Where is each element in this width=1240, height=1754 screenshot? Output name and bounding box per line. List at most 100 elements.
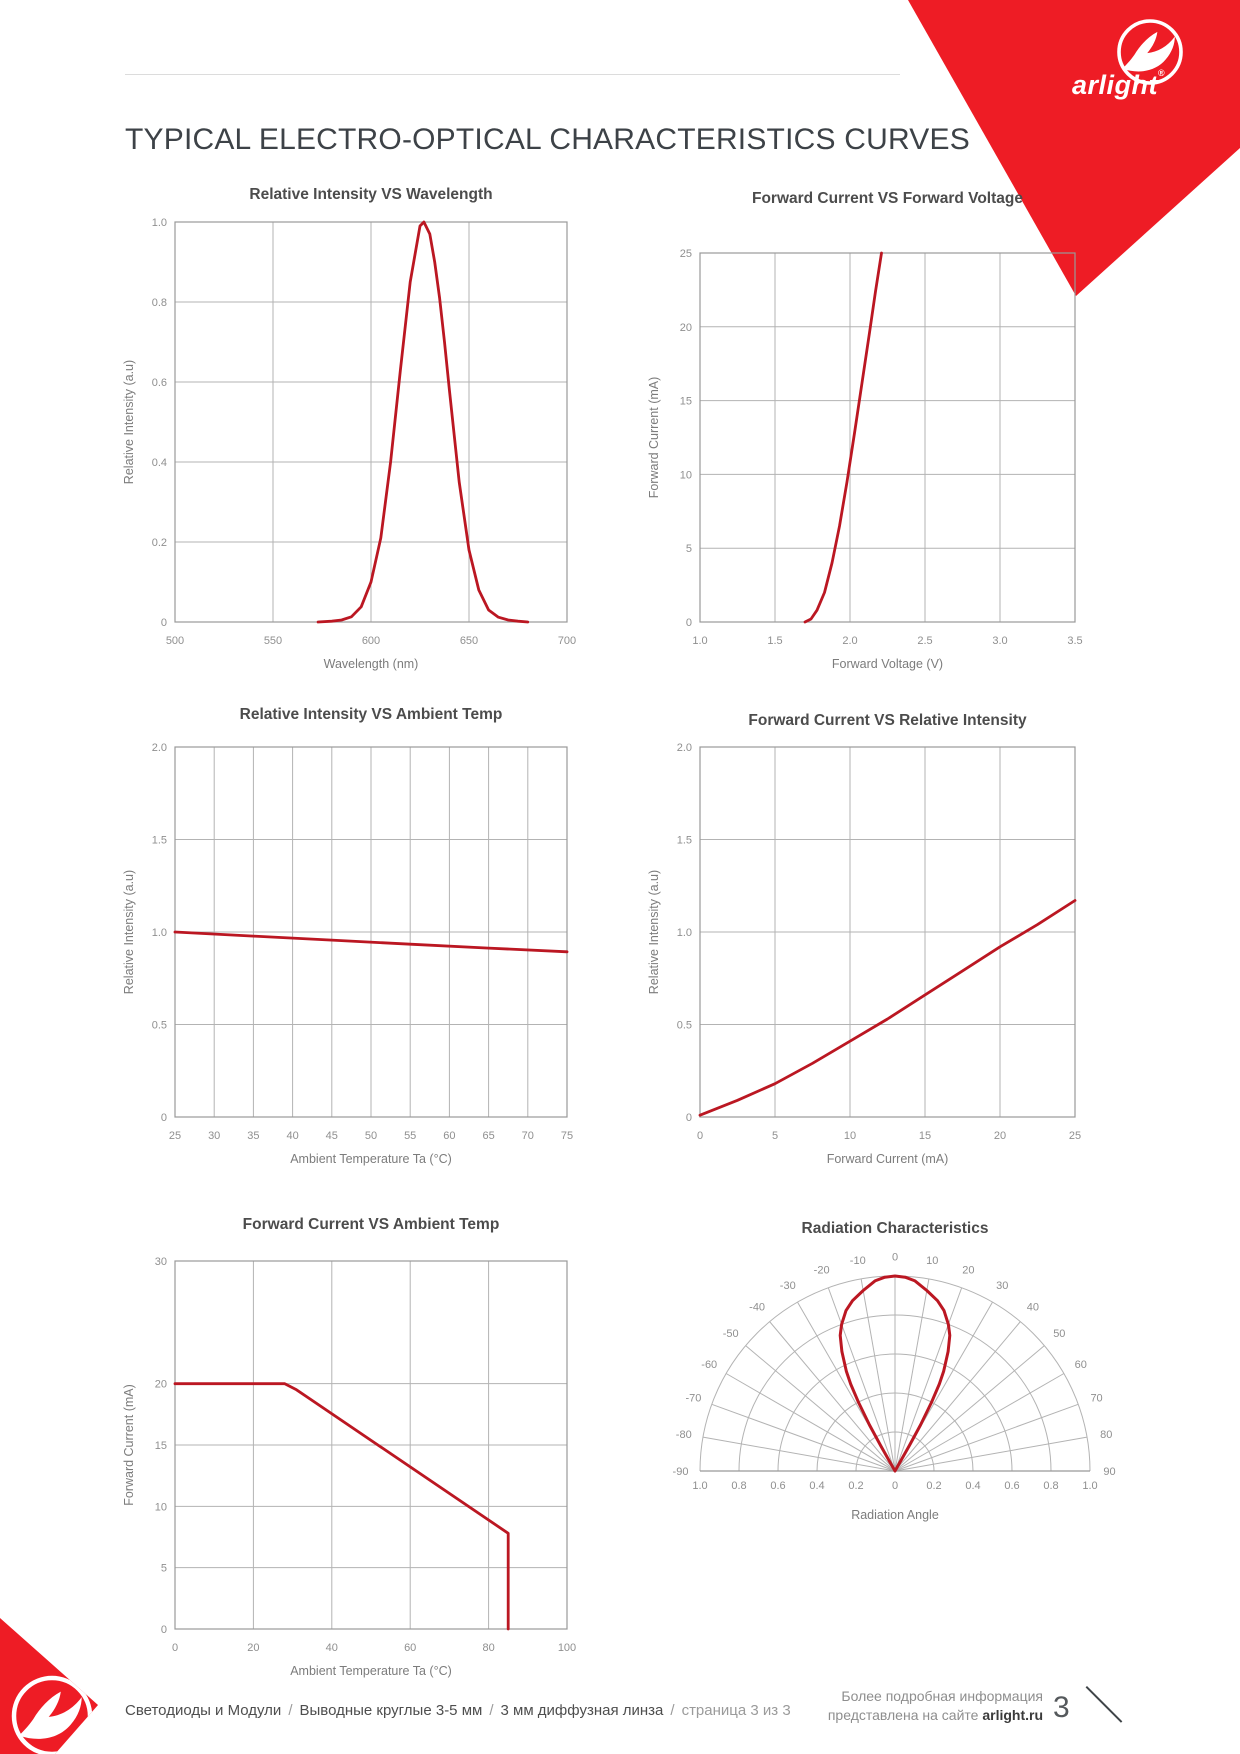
svg-text:-90: -90	[673, 1466, 689, 1478]
svg-text:-70: -70	[685, 1393, 701, 1405]
svg-text:2.0: 2.0	[677, 742, 692, 754]
chart-title: Radiation Characteristics	[801, 1220, 989, 1237]
svg-text:10: 10	[926, 1255, 938, 1267]
chart-2: 1.0 1.5 2.0 2.5 3.0 3.5 0 5 10 15 20 25 Forward Volt…	[647, 248, 1083, 671]
svg-text:3.0: 3.0	[992, 635, 1007, 647]
corner-ribbon	[0, 1618, 98, 1754]
breadcrumb-segment: 3 мм диффузная линза	[500, 1702, 664, 1719]
svg-text:40: 40	[326, 1642, 338, 1654]
svg-text:650: 650	[460, 635, 478, 647]
svg-text:5: 5	[161, 1563, 167, 1575]
svg-text:550: 550	[264, 635, 282, 647]
svg-text:0: 0	[892, 1252, 898, 1264]
svg-text:0: 0	[161, 1624, 167, 1636]
page-number: 3	[1053, 1691, 1070, 1724]
svg-text:1.0: 1.0	[692, 1480, 707, 1492]
svg-text:20: 20	[155, 1379, 167, 1391]
svg-text:1.0: 1.0	[152, 927, 167, 939]
svg-text:600: 600	[362, 635, 380, 647]
svg-text:45: 45	[326, 1130, 338, 1142]
arlight-site-link[interactable]: arlight.ru	[982, 1707, 1043, 1723]
svg-text:30: 30	[996, 1280, 1008, 1292]
svg-text:0.4: 0.4	[809, 1480, 824, 1492]
svg-text:0.8: 0.8	[1043, 1480, 1058, 1492]
svg-text:-60: -60	[701, 1359, 717, 1371]
breadcrumb-page-indicator: страница 3 из 3	[681, 1702, 791, 1719]
breadcrumb-separator: /	[288, 1702, 293, 1719]
svg-text:0: 0	[161, 1112, 167, 1124]
svg-text:0.4: 0.4	[152, 457, 167, 469]
svg-text:0.2: 0.2	[848, 1480, 863, 1492]
svg-text:Ambient Temperature Ta (°C): Ambient Temperature Ta (°C)	[290, 1152, 452, 1166]
svg-text:Wavelength (nm): Wavelength (nm)	[324, 657, 419, 671]
svg-text:0: 0	[686, 617, 692, 629]
svg-text:0.8: 0.8	[152, 297, 167, 309]
svg-text:80: 80	[1100, 1429, 1112, 1441]
ribbon-shape	[908, 0, 1240, 296]
svg-text:50: 50	[365, 1130, 377, 1142]
svg-text:0.5: 0.5	[152, 1020, 167, 1032]
svg-text:Ambient Temperature Ta (°C): Ambient Temperature Ta (°C)	[290, 1664, 452, 1678]
svg-text:-50: -50	[723, 1328, 739, 1340]
page-title: TYPICAL ELECTRO-OPTICAL CHARACTERISTICS …	[125, 123, 970, 157]
svg-text:35: 35	[247, 1130, 259, 1142]
svg-text:Relative Intensity (a.u): Relative Intensity (a.u)	[122, 870, 136, 994]
svg-text:15: 15	[919, 1130, 931, 1142]
footer-info-line1: Более подробная информация	[841, 1688, 1043, 1704]
svg-text:0: 0	[686, 1112, 692, 1124]
svg-text:65: 65	[482, 1130, 494, 1142]
svg-text:1.0: 1.0	[692, 635, 707, 647]
chart-3: 25 30 35 40 45 50 55 60 65 70 75 0 0.5 1.0 1.5 2.0 Ambie…	[122, 742, 573, 1166]
svg-text:1.5: 1.5	[677, 835, 692, 847]
svg-text:15: 15	[155, 1440, 167, 1452]
brand-ribbon	[908, 0, 1240, 296]
svg-text:Forward Current (mA): Forward Current (mA)	[827, 1152, 949, 1166]
svg-text:60: 60	[443, 1130, 455, 1142]
svg-text:-40: -40	[749, 1302, 765, 1314]
svg-text:Relative Intensity (a.u): Relative Intensity (a.u)	[647, 870, 661, 994]
svg-text:0.2: 0.2	[152, 537, 167, 549]
svg-text:-20: -20	[814, 1264, 830, 1276]
svg-text:0: 0	[697, 1130, 703, 1142]
svg-text:1.5: 1.5	[152, 835, 167, 847]
svg-text:2.5: 2.5	[917, 635, 932, 647]
svg-text:5: 5	[686, 543, 692, 555]
chart-6: -90 -80 -70 -60 -50 -40 -30 -20 -10 0 10 20 30 40 50 60…	[673, 1252, 1116, 1523]
chart-title: Relative Intensity VS Ambient Temp	[239, 706, 503, 723]
svg-text:30: 30	[155, 1256, 167, 1268]
svg-text:10: 10	[155, 1501, 167, 1513]
svg-text:90: 90	[1103, 1466, 1115, 1478]
svg-text:0.6: 0.6	[152, 377, 167, 389]
swoosh-icon	[19, 1691, 82, 1739]
svg-text:500: 500	[166, 635, 184, 647]
svg-text:75: 75	[561, 1130, 573, 1142]
svg-text:0.6: 0.6	[1004, 1480, 1019, 1492]
svg-text:100: 100	[558, 1642, 576, 1654]
svg-text:20: 20	[962, 1264, 974, 1276]
svg-text:-80: -80	[676, 1429, 692, 1441]
svg-text:-10: -10	[850, 1255, 866, 1267]
svg-text:60: 60	[404, 1642, 416, 1654]
breadcrumb-separator: /	[489, 1702, 494, 1719]
swoosh-icon	[1122, 31, 1175, 72]
arlight-logo-icon	[1117, 19, 1183, 85]
chart-title: Forward Current VS Forward Voltage	[751, 190, 1023, 207]
svg-text:10: 10	[680, 469, 692, 481]
brand-name: arlight®	[1072, 68, 1165, 101]
svg-text:30: 30	[208, 1130, 220, 1142]
svg-text:40: 40	[1027, 1302, 1039, 1314]
chart-4: 0 5 10 15 20 25 0 0.5 1.0 1.5 2.0 Forward Current (…	[647, 742, 1081, 1166]
svg-text:5: 5	[772, 1130, 778, 1142]
svg-text:0.6: 0.6	[770, 1480, 785, 1492]
svg-text:80: 80	[482, 1642, 494, 1654]
svg-text:1.5: 1.5	[767, 635, 782, 647]
chart-title: Forward Current VS Ambient Temp	[242, 1216, 500, 1233]
svg-text:Forward Current (mA): Forward Current (mA)	[647, 377, 661, 499]
breadcrumb-separator: /	[670, 1702, 675, 1719]
breadcrumb-segment: Светодиоды и Модули	[125, 1702, 282, 1719]
svg-text:20: 20	[994, 1130, 1006, 1142]
chart-1: 500 550 600 650 700 0 0.2 0.4 0.6 0.8 1.0 Wavelengt…	[122, 217, 576, 671]
svg-text:-30: -30	[780, 1280, 796, 1292]
